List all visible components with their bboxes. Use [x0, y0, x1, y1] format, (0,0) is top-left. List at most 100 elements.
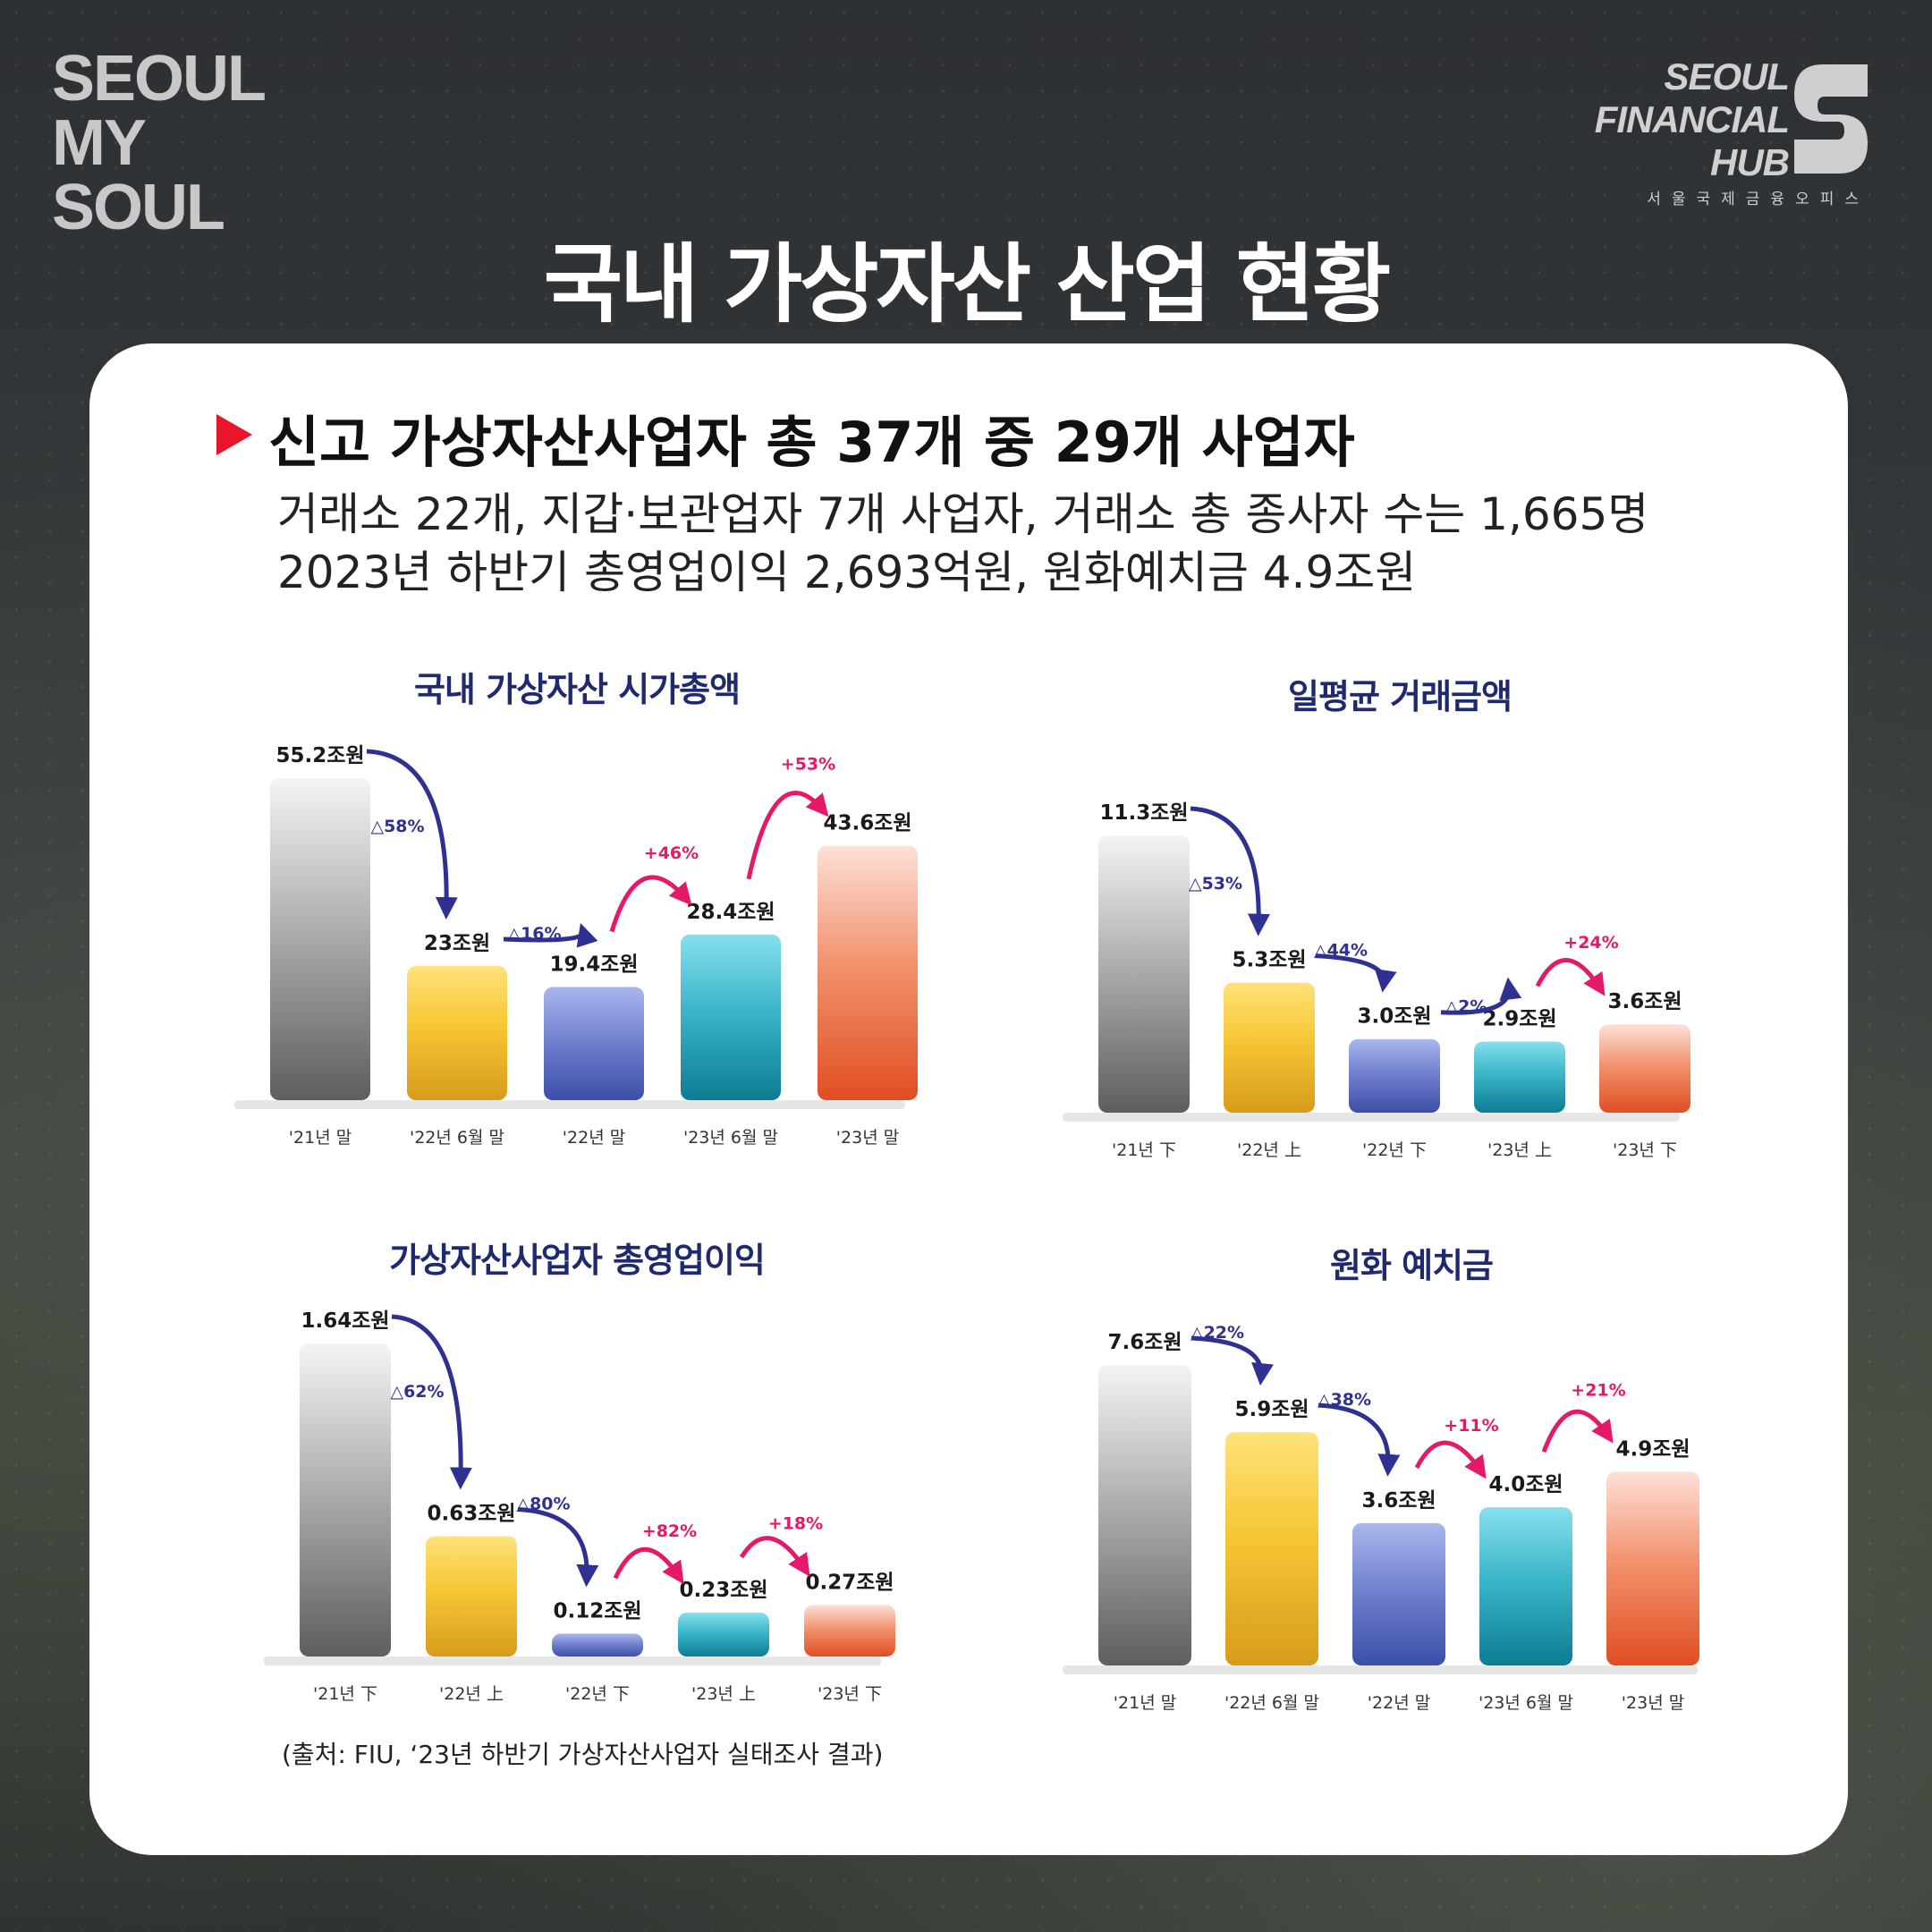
headline: 신고 가상자산사업자 총 37개 중 29개 사업자	[268, 410, 1355, 475]
data-label: 0.23조원	[679, 1579, 767, 1602]
chart-bar	[1098, 835, 1190, 1113]
category-label: '22년 말	[563, 1128, 625, 1148]
increase-arrow-icon	[739, 1536, 810, 1577]
data-label: 0.12조원	[553, 1599, 641, 1623]
change-label: △16%	[507, 924, 561, 944]
chart-bar	[678, 1612, 769, 1657]
increase-arrow-icon	[1535, 958, 1606, 996]
logo-right-line3: HUB	[1710, 141, 1790, 183]
change-label: +18%	[768, 1513, 823, 1533]
chart-market-cap: 55.2조원 '21년 말 23조원 '22년 6월 말 19.4조원 '22년 말 28.…	[234, 744, 918, 1148]
category-label: '21년 下	[313, 1684, 377, 1704]
change-label: +24%	[1563, 933, 1618, 953]
chart-daily-volume: 11.3조원 '21년 下 5.3조원 '22년 上 3.0조원 '22년 下 2.9조원 '…	[1063, 801, 1690, 1160]
category-label: '22년 말	[1368, 1693, 1430, 1713]
change-label: △22%	[1191, 1323, 1244, 1343]
sub-line-2: 2023년 하반기 총영업이익 2,693억원, 원화예치금 4.9조원	[277, 547, 1417, 598]
category-label: '21년 말	[1114, 1693, 1176, 1713]
category-label: '23년 上	[691, 1684, 756, 1704]
data-label: 3.6조원	[1607, 990, 1682, 1013]
category-label: '22년 上	[1237, 1140, 1301, 1160]
chart-bar	[1098, 1365, 1191, 1665]
chart-bar	[1606, 1471, 1699, 1665]
category-label: '23년 6월 말	[1479, 1693, 1573, 1713]
decrease-arrow-icon	[1318, 1402, 1401, 1477]
chart-bar	[804, 1605, 895, 1657]
decrease-arrow-icon	[391, 1314, 472, 1490]
decrease-arrow-icon	[517, 1507, 599, 1588]
chart-bar	[818, 845, 918, 1100]
increase-arrow-icon	[613, 1546, 684, 1585]
source-note: (출처: FIU, ‘23년 하반기 가상자산사업자 실태조사 결과)	[282, 1740, 884, 1769]
data-label: 23조원	[424, 932, 490, 955]
chart-bar	[1599, 1024, 1690, 1113]
change-label: △44%	[1314, 941, 1368, 961]
chart-bar	[1224, 982, 1315, 1113]
change-label: +53%	[781, 755, 835, 775]
logo-right-text: SEOUL FINANCIAL HUB	[1594, 55, 1790, 184]
decrease-arrow-icon	[366, 749, 458, 919]
data-label: 7.6조원	[1107, 1331, 1182, 1354]
chart-baseline	[1063, 1665, 1698, 1674]
seoul-financial-hub-logo: SEOUL FINANCIAL HUB 서울국제금융오피스	[1595, 55, 1869, 208]
chart-title-market-cap: 국내 가상자산 시가총액	[413, 670, 741, 709]
data-label: 5.9조원	[1234, 1398, 1309, 1421]
category-label: '23년 6월 말	[683, 1128, 778, 1148]
s-mark-icon	[1794, 64, 1868, 174]
decrease-arrow-icon	[1191, 1335, 1274, 1386]
change-label: △53%	[1189, 874, 1242, 894]
change-label: △58%	[370, 817, 424, 836]
logo-right-line1: SEOUL	[1664, 55, 1790, 97]
change-label: +21%	[1571, 1380, 1625, 1400]
change-label: △2%	[1445, 997, 1487, 1017]
data-label: 4.0조원	[1488, 1473, 1563, 1496]
change-label: +11%	[1444, 1416, 1498, 1436]
sub-line-1: 거래소 22개, 지갑·보관업자 7개 사업자, 거래소 총 종사자 수는 1,…	[277, 488, 1649, 540]
chart-bar	[426, 1536, 517, 1657]
category-label: '22년 下	[1362, 1140, 1427, 1160]
category-label: '23년 말	[836, 1128, 899, 1148]
logo-right-line2: FINANCIAL	[1594, 98, 1790, 140]
chart-baseline	[234, 1100, 905, 1109]
logo-left-line2: MY SOUL	[52, 107, 225, 243]
data-label: 0.63조원	[427, 1503, 515, 1526]
category-label: '22년 6월 말	[1224, 1693, 1319, 1713]
data-label: 55.2조원	[275, 744, 364, 767]
chart-bar	[1474, 1041, 1565, 1113]
chart-bar	[544, 987, 644, 1100]
data-label: 19.4조원	[549, 953, 638, 976]
data-label: 5.3조원	[1232, 949, 1306, 972]
category-label: '22년 上	[439, 1684, 504, 1704]
change-label: △62%	[390, 1382, 444, 1402]
chart-bar	[1479, 1507, 1572, 1665]
data-label: 11.3조원	[1099, 801, 1188, 825]
chart-title-daily-volume: 일평균 거래금액	[1288, 677, 1513, 716]
change-label: +46%	[644, 843, 699, 863]
category-label: '23년 말	[1622, 1693, 1684, 1713]
category-label: '21년 말	[289, 1128, 352, 1148]
chart-bar	[1352, 1522, 1445, 1665]
chart-bar	[552, 1633, 643, 1657]
headline-triangle-icon	[216, 414, 252, 455]
page-title: 국내 가상자산 산업 현황	[543, 234, 1391, 335]
increase-arrow-icon	[746, 791, 829, 880]
chart-baseline	[1063, 1113, 1680, 1122]
category-label: '21년 下	[1112, 1140, 1176, 1160]
chart-bar	[1225, 1432, 1318, 1665]
decrease-arrow-icon	[503, 922, 598, 948]
chart-operating-profit: 1.64조원 '21년 下 0.63조원 '22년 上 0.12조원 '22년 下 0.23…	[264, 1309, 895, 1704]
data-label: 3.0조원	[1357, 1005, 1431, 1029]
data-label: 3.6조원	[1361, 1489, 1436, 1513]
increase-arrow-icon	[1414, 1440, 1487, 1479]
category-label: '22년 6월 말	[410, 1128, 504, 1148]
logo-left-line1: SEOUL	[52, 43, 267, 114]
data-label: 43.6조원	[823, 812, 911, 835]
chart-bar	[300, 1343, 391, 1657]
chart-title-operating-profit: 가상자산사업자 총영업이익	[389, 1241, 766, 1280]
data-label: 2.9조원	[1482, 1007, 1556, 1030]
decrease-arrow-icon	[1315, 953, 1397, 993]
data-label: 0.27조원	[805, 1571, 894, 1594]
category-label: '23년 下	[1613, 1140, 1677, 1160]
data-label: 4.9조원	[1615, 1437, 1690, 1461]
change-label: +82%	[642, 1521, 697, 1541]
